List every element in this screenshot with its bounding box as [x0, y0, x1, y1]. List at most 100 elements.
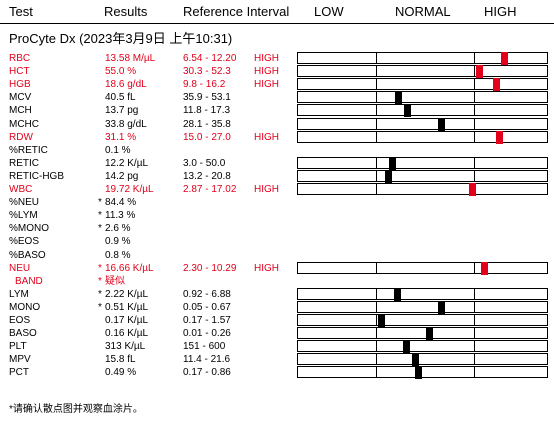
status-flag: HIGH — [254, 132, 279, 143]
range-divider — [376, 341, 377, 351]
report-title: ProCyte Dx (2023年3月9日 上午10:31) — [9, 31, 233, 46]
reference-interval: 0.01 - 0.26 — [183, 328, 231, 339]
table-row: MCHC 33.8 g/dL 28.1 - 35.8 — [0, 118, 554, 131]
test-name: MPV — [9, 354, 31, 365]
test-name: BAND — [15, 276, 43, 287]
test-name: %LYM — [9, 210, 38, 221]
range-indicator — [297, 78, 548, 91]
result-flag-star: * — [98, 197, 102, 208]
test-name: %RETIC — [9, 145, 48, 156]
range-divider — [474, 158, 475, 168]
test-name: BASO — [9, 328, 37, 339]
table-row: MONO * 0.51 K/µL 0.05 - 0.67 — [0, 301, 554, 314]
value-marker — [395, 91, 402, 104]
result-flag-star: * — [98, 289, 102, 300]
reference-interval: 11.4 - 21.6 — [183, 354, 231, 365]
range-indicator — [297, 288, 548, 301]
header-results: Results — [104, 4, 148, 19]
range-indicator — [297, 91, 548, 104]
range-divider — [474, 328, 475, 338]
test-name: WBC — [9, 184, 33, 195]
test-result: 0.8 % — [105, 250, 131, 261]
test-result: 33.8 g/dL — [105, 119, 147, 130]
reference-interval: 2.30 - 10.29 — [183, 263, 237, 274]
test-result: 0.16 K/µL — [105, 328, 149, 339]
range-divider — [376, 315, 377, 325]
test-result: 0.49 % — [105, 367, 137, 378]
range-divider — [376, 289, 377, 299]
range-divider — [474, 53, 475, 63]
table-row: HGB 18.6 g/dL 9.8 - 16.2 HIGH — [0, 78, 554, 91]
range-divider — [376, 53, 377, 63]
value-marker — [438, 301, 445, 314]
result-flag-star: * — [98, 263, 102, 274]
test-result: 0.1 % — [105, 145, 131, 156]
range-divider — [474, 105, 475, 115]
value-marker — [426, 327, 433, 340]
header-high: HIGH — [484, 4, 517, 19]
table-row: RETIC 12.2 K/µL 3.0 - 50.0 — [0, 157, 554, 170]
reference-interval: 11.8 - 17.3 — [183, 105, 231, 116]
status-flag: HIGH — [254, 66, 279, 77]
test-result: 11.3 % — [105, 210, 136, 221]
test-name: NEU — [9, 263, 31, 274]
test-name: RDW — [9, 132, 33, 143]
reference-interval: 9.8 - 16.2 — [183, 79, 226, 90]
value-marker — [412, 353, 419, 366]
test-result: 0.17 K/µL — [105, 315, 149, 326]
test-result: 0.9 % — [105, 236, 131, 247]
test-name: %MONO — [9, 223, 49, 234]
range-divider — [474, 289, 475, 299]
range-divider — [474, 132, 475, 142]
range-divider — [376, 105, 377, 115]
test-result: 12.2 K/µL — [105, 158, 149, 169]
range-divider — [376, 302, 377, 312]
table-row: HCT 55.0 % 30.3 - 52.3 HIGH — [0, 65, 554, 78]
result-flag-star: * — [98, 302, 102, 313]
reference-interval: 30.3 - 52.3 — [183, 66, 231, 77]
value-marker — [415, 366, 422, 379]
reference-interval: 28.1 - 35.8 — [183, 119, 231, 130]
test-result: 13.7 pg — [105, 105, 139, 116]
table-row: %BASO 0.8 % — [0, 249, 554, 262]
test-name: MCHC — [9, 119, 39, 130]
table-row: BAND * 疑似 — [0, 275, 554, 288]
test-result: 疑似 — [105, 276, 125, 287]
value-marker — [438, 118, 445, 131]
value-marker — [404, 104, 411, 117]
value-marker — [476, 65, 483, 78]
range-indicator — [297, 170, 548, 183]
table-row: %LYM * 11.3 % — [0, 209, 554, 222]
range-divider — [474, 171, 475, 181]
table-row: RETIC-HGB 14.2 pg 13.2 - 20.8 — [0, 170, 554, 183]
header-reference: Reference Interval — [183, 4, 290, 19]
table-row: MCV 40.5 fL 35.9 - 53.1 — [0, 91, 554, 104]
test-name: HGB — [9, 79, 31, 90]
range-divider — [376, 354, 377, 364]
reference-interval: 0.05 - 0.67 — [183, 302, 231, 313]
test-result: 0.51 K/µL — [105, 302, 149, 313]
table-row: PLT 313 K/µL 151 - 600 — [0, 340, 554, 353]
table-row: RDW 31.1 % 15.0 - 27.0 HIGH — [0, 131, 554, 144]
column-header: Test Results Reference Interval LOW NORM… — [0, 0, 554, 22]
range-indicator — [297, 353, 548, 366]
reference-interval: 6.54 - 12.20 — [183, 53, 237, 64]
test-name: RETIC-HGB — [9, 171, 64, 182]
header-normal: NORMAL — [395, 4, 451, 19]
range-indicator — [297, 183, 548, 196]
status-flag: HIGH — [254, 53, 279, 64]
range-divider — [474, 79, 475, 89]
value-marker — [469, 183, 476, 196]
test-result: 15.8 fL — [105, 354, 136, 365]
range-divider — [376, 79, 377, 89]
reference-interval: 2.87 - 17.02 — [183, 184, 237, 195]
range-divider — [376, 66, 377, 76]
range-divider — [474, 302, 475, 312]
table-row: EOS 0.17 K/µL 0.17 - 1.57 — [0, 314, 554, 327]
reference-interval: 13.2 - 20.8 — [183, 171, 231, 182]
range-indicator — [297, 301, 548, 314]
test-result: 55.0 % — [105, 66, 137, 77]
test-name: %NEU — [9, 197, 40, 208]
value-marker — [389, 157, 396, 170]
test-result: 2.6 % — [105, 223, 131, 234]
